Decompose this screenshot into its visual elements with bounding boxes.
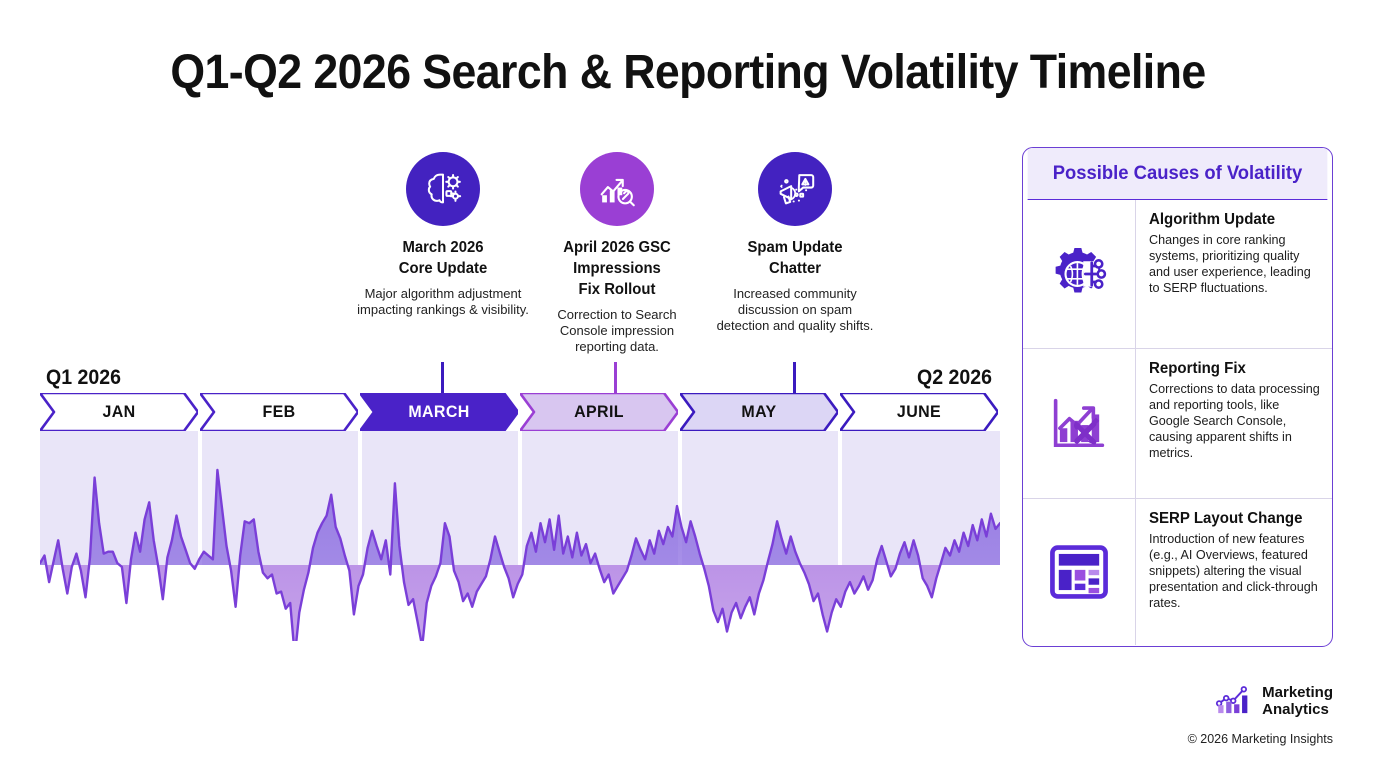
connector-line-april: [614, 362, 617, 396]
cause-text: Introduction of new features (e.g., AI O…: [1149, 532, 1318, 611]
cause-title: Algorithm Update: [1149, 211, 1276, 228]
milestone-spam-update-chatter[interactable]: Spam Update Chatter Increased community …: [712, 152, 878, 335]
cause-body: Algorithm Update Changes in core ranking…: [1136, 200, 1332, 348]
month-chevron-april[interactable]: APRIL: [520, 393, 678, 431]
month-chevron-may[interactable]: MAY: [680, 393, 838, 431]
volatility-chart: [40, 431, 1000, 641]
milestone-description: Increased community discussion on spam d…: [716, 285, 874, 334]
connector-line-may: [793, 362, 796, 396]
possible-causes-panel: Possible Causes of Volatility Algorithm …: [1022, 147, 1333, 647]
milestone-title-line1: Spam Update: [747, 239, 843, 256]
brain-gear-icon: [406, 152, 480, 226]
footer-brand-name: Marketing Analytics: [1262, 684, 1333, 718]
milestone-title-line1: March 2026: [402, 239, 484, 256]
gear-network-icon: [1023, 200, 1136, 348]
cause-body: SERP Layout Change Introduction of new f…: [1136, 499, 1332, 645]
milestone-description: Correction to Search Console impression …: [557, 306, 677, 355]
month-label: MAY: [741, 402, 777, 421]
month-chevron-march[interactable]: MARCH: [360, 393, 518, 431]
milestone-april-gsc-fix[interactable]: April 2026 GSC Impressions Fix Rollout C…: [534, 152, 700, 356]
cause-title: SERP Layout Change: [1149, 510, 1303, 527]
month-chevron-feb[interactable]: FEB: [200, 393, 358, 431]
quarter-label-q1: Q1 2026: [46, 366, 121, 389]
cause-body: Reporting Fix Corrections to data proces…: [1136, 349, 1332, 498]
milestone-title: March 2026 Core Update: [359, 238, 526, 280]
milestone-title-line2: Core Update: [398, 259, 488, 277]
possible-causes-header: Possible Causes of Volatility: [1027, 148, 1328, 200]
cause-text: Corrections to data processing and repor…: [1149, 382, 1320, 461]
footer-brand-line2: Analytics: [1262, 700, 1329, 718]
milestone-title: April 2026 GSC Impressions Fix Rollout: [537, 238, 696, 301]
month-chevron-june[interactable]: JUNE: [840, 393, 998, 431]
milestone-title-line1: April 2026 GSC: [563, 239, 671, 256]
megaphone-alert-icon: [758, 152, 832, 226]
serp-layout-icon: [1023, 499, 1136, 645]
footer-copyright: © 2026 Marketing Insights: [1187, 732, 1333, 746]
month-chevron-jan[interactable]: JAN: [40, 393, 198, 431]
footer-logo: Marketing Analytics: [1215, 684, 1333, 719]
footer-brand-line1: Marketing: [1262, 684, 1333, 702]
milestone-march-core-update[interactable]: March 2026 Core Update Major algorithm a…: [356, 152, 530, 318]
chart-search-icon: [580, 152, 654, 226]
timeline-month-bar: JAN FEB MARCH APRIL MAY JUNE: [40, 393, 1000, 431]
milestone-title-line2: Impressions: [573, 259, 661, 277]
month-label: APRIL: [574, 402, 624, 421]
quarter-label-q2: Q2 2026: [917, 366, 992, 389]
cause-title: Reporting Fix: [1149, 360, 1246, 377]
month-label: MARCH: [408, 402, 470, 421]
page-title: Q1-Q2 2026 Search & Reporting Volatility…: [170, 46, 1206, 99]
analytics-logo-icon: [1215, 684, 1255, 719]
month-label: JUNE: [896, 402, 942, 421]
milestone-title: Spam Update Chatter: [715, 238, 874, 280]
milestone-title-line2: Chatter: [768, 259, 822, 277]
month-label: JAN: [102, 402, 136, 421]
milestone-description: Major algorithm adjustment impacting ran…: [357, 285, 529, 318]
cause-item-reporting-fix[interactable]: Reporting Fix Corrections to data proces…: [1023, 349, 1332, 499]
connector-line-march: [441, 362, 444, 396]
cause-text: Changes in core ranking systems, priorit…: [1149, 233, 1311, 296]
bar-chart-tools-icon: [1023, 349, 1136, 498]
cause-item-algorithm-update[interactable]: Algorithm Update Changes in core ranking…: [1023, 200, 1332, 349]
month-label: FEB: [262, 402, 296, 421]
milestone-title-line3: Fix Rollout: [578, 280, 656, 298]
cause-item-serp-layout-change[interactable]: SERP Layout Change Introduction of new f…: [1023, 499, 1332, 645]
